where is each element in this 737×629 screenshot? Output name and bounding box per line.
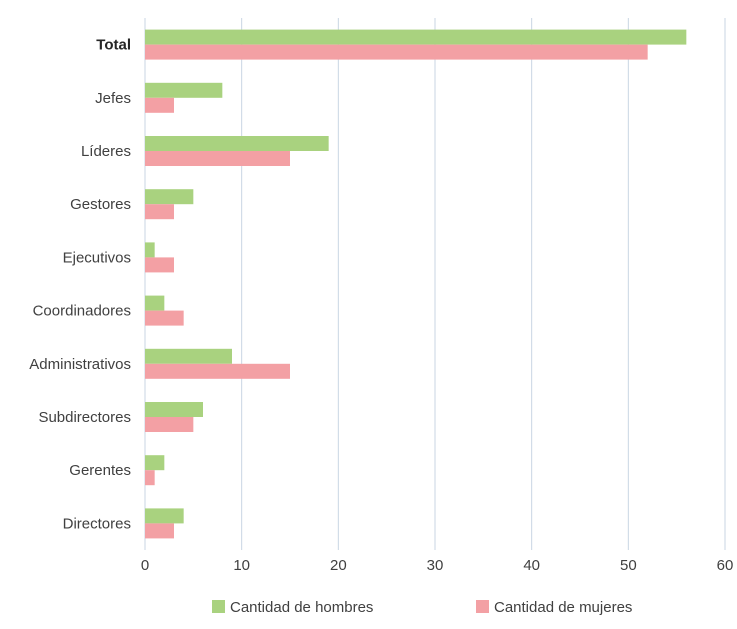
category-label-5: Coordinadores bbox=[33, 303, 131, 320]
category-label-0: Total bbox=[96, 37, 131, 54]
category-labels: Total Jefes Líderes Gestores Ejecutivos Coord… bbox=[29, 37, 131, 533]
category-label-4: Ejecutivos bbox=[63, 249, 131, 266]
bar-hombres-7 bbox=[145, 402, 203, 417]
legend-swatch-0 bbox=[212, 600, 225, 613]
x-tick-label-20: 20 bbox=[330, 557, 347, 574]
bars bbox=[145, 29, 687, 539]
legend: Cantidad de hombres Cantidad de mujeres bbox=[212, 599, 632, 616]
bar-hombres-8 bbox=[145, 455, 165, 471]
bar-hombres-6 bbox=[145, 348, 232, 364]
category-label-3: Gestores bbox=[70, 196, 131, 213]
bar-mujeres-2 bbox=[145, 151, 290, 166]
bar-mujeres-1 bbox=[145, 97, 174, 113]
category-label-7: Subdirectores bbox=[38, 409, 131, 426]
bar-mujeres-4 bbox=[145, 257, 174, 273]
bar-mujeres-3 bbox=[145, 204, 174, 220]
category-label-9: Directores bbox=[63, 515, 131, 532]
x-tick-label-0: 0 bbox=[141, 557, 149, 574]
category-label-6: Administrativos bbox=[29, 356, 131, 373]
x-tick-label-10: 10 bbox=[233, 557, 250, 574]
category-label-2: Líderes bbox=[81, 143, 131, 160]
legend-swatch-1 bbox=[476, 600, 489, 613]
bar-hombres-5 bbox=[145, 295, 165, 311]
bar-hombres-2 bbox=[145, 136, 329, 151]
bar-mujeres-5 bbox=[145, 310, 184, 326]
bar-mujeres-8 bbox=[145, 470, 155, 486]
bar-hombres-3 bbox=[145, 189, 194, 205]
bar-mujeres-0 bbox=[145, 44, 648, 60]
category-label-1: Jefes bbox=[95, 90, 131, 107]
legend-label-0: Cantidad de hombres bbox=[230, 599, 373, 616]
x-tick-label-50: 50 bbox=[620, 557, 637, 574]
bar-hombres-0 bbox=[145, 29, 687, 45]
bar-mujeres-9 bbox=[145, 523, 174, 539]
gridlines bbox=[144, 18, 726, 550]
x-tick-label-40: 40 bbox=[523, 557, 540, 574]
bar-hombres-9 bbox=[145, 508, 184, 524]
bar-mujeres-6 bbox=[145, 363, 290, 379]
bar-hombres-4 bbox=[145, 242, 155, 258]
legend-label-1: Cantidad de mujeres bbox=[494, 599, 632, 616]
x-tick-label-30: 30 bbox=[427, 557, 444, 574]
category-label-8: Gerentes bbox=[69, 462, 131, 479]
bar-mujeres-7 bbox=[145, 417, 194, 432]
x-axis-tick-labels: 0 10 20 30 40 50 60 bbox=[141, 557, 734, 574]
x-tick-label-60: 60 bbox=[717, 557, 734, 574]
bar-hombres-1 bbox=[145, 82, 223, 98]
